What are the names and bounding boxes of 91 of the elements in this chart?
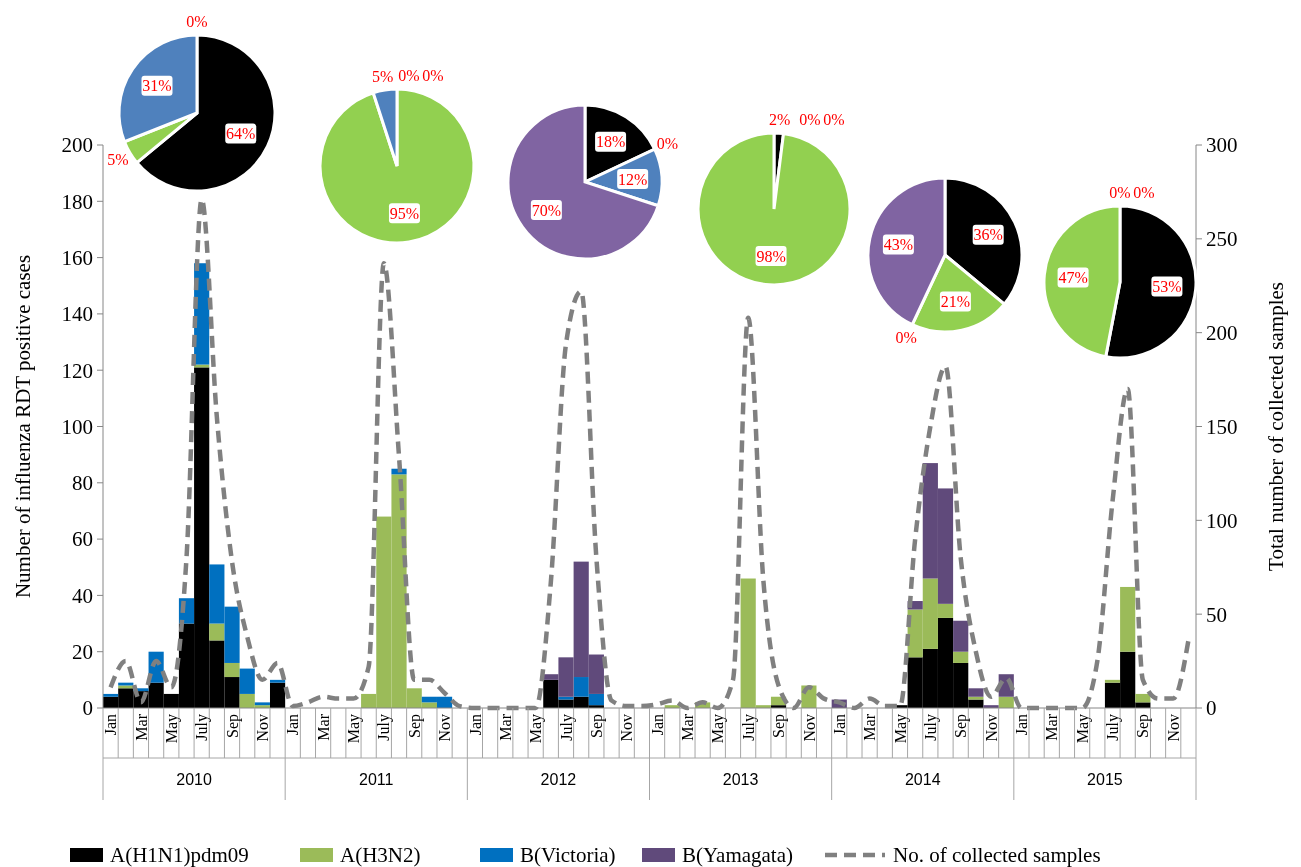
data-label: 64% [226,125,256,143]
data-label: 21% [940,293,971,311]
y-tick-label: 160 [61,245,93,270]
data-label: 95% [389,204,420,222]
y2-tick-label: 300 [1206,133,1238,158]
data-label: 5% [107,151,129,169]
data-label: 5% [372,67,394,85]
x-tick-label: Nov [800,714,818,742]
data-label: 18% [595,133,626,151]
y-tick-label: 180 [61,189,93,214]
text: 0% [186,12,208,30]
x-tick-label: May [527,714,546,744]
x-tick-label: Mar [314,713,332,741]
x-tick-label: Mar [1043,713,1061,741]
x-tick-label: Jan [102,714,120,736]
text: 2010 [176,771,212,788]
y-tick-label: 20 [72,640,93,665]
x-tick-label: Nov [618,714,636,742]
y2-tick-label: 250 [1206,227,1238,252]
x-tick-label: Nov [982,714,1000,742]
x-tick-label: July [193,714,212,741]
x-tick-label: July [557,714,576,741]
x-tick-label: Jan [466,714,484,736]
y2-axis-title: Total number of collected samples [1264,282,1288,571]
x-tick-label: Sep [223,714,242,738]
x-tick-label: Nov [436,714,454,742]
y-tick-label: 140 [61,302,93,327]
text: 2012 [540,771,577,788]
x-tick-label: Mar [496,713,514,741]
x-tick-label: Mar [861,713,879,741]
y2-tick-label: 50 [1206,602,1227,627]
x-tick-label: Sep [1134,714,1153,738]
x-tick-label: May [891,714,910,744]
text: 0% [656,134,678,152]
x-tick-label: Sep [405,714,424,738]
x-tick-label: Mar [679,713,697,741]
y-tick-label: 0 [82,696,93,721]
x-tick-label: Sep [952,714,971,738]
legend-label: A(H3N2) [340,843,421,867]
x-tick-label: May [1073,714,1092,744]
x-tick-label: July [1104,714,1123,741]
data-label: 43% [883,236,914,254]
x-tick-label: Nov [1164,714,1182,742]
x-tick-label: Sep [770,714,789,738]
x-tick-label: July [375,714,394,741]
y2-tick-label: 0 [1206,696,1217,721]
x-tick-label: May [345,714,364,744]
x-tick-label: Nov [254,714,271,742]
y2-tick-label: 200 [1206,321,1238,346]
text: 2014 [904,771,941,788]
y-tick-label: 200 [61,133,93,158]
x-tick-label: Jan [284,714,302,736]
y-tick-label: 120 [61,358,93,383]
data-label: 36% [973,226,1003,244]
legend-label: B(Yamagata) [682,843,794,867]
text: 0% [823,110,845,128]
data-label: 31% [142,77,172,95]
y-axis-title: Number of influenza RDT positive cases [11,254,35,599]
y-tick-label: 100 [61,414,93,439]
y-tick-label: 40 [72,583,93,608]
x-tick-label: May [162,714,181,744]
y2-tick-label: 150 [1206,414,1238,439]
y-tick-label: 60 [72,527,93,552]
y2-tick-label: 100 [1206,508,1238,533]
x-tick-label: July [921,714,940,741]
text: 0% [895,328,917,346]
data-label: 12% [617,170,648,188]
x-tick-label: Sep [587,714,606,738]
x-tick-label: July [739,714,758,741]
legend-label: No. of collected samples [893,843,1101,867]
data-label: 70% [531,201,562,219]
x-tick-label: Jan [830,714,848,736]
text: 2015 [1087,771,1123,788]
data-label: 98% [756,247,786,265]
text: 0% [398,66,420,84]
x-tick-label: Mar [132,713,150,741]
y-tick-label: 80 [72,471,93,496]
data-label: 2% [768,110,791,128]
text: 0% [799,110,821,128]
data-label: 47% [1058,269,1088,287]
text: 2011 [359,771,394,788]
text: 2013 [722,771,759,788]
legend-label: B(Victoria) [520,843,616,867]
text: 0% [422,66,444,84]
data-label: 53% [1152,278,1182,296]
x-tick-label: Jan [648,714,666,736]
text: 0% [1133,183,1155,201]
x-tick-label: May [709,714,728,744]
x-tick-label: Jan [1013,714,1031,736]
text: 0% [1109,183,1131,201]
legend-label: A(H1N1)pdm09 [110,843,249,867]
